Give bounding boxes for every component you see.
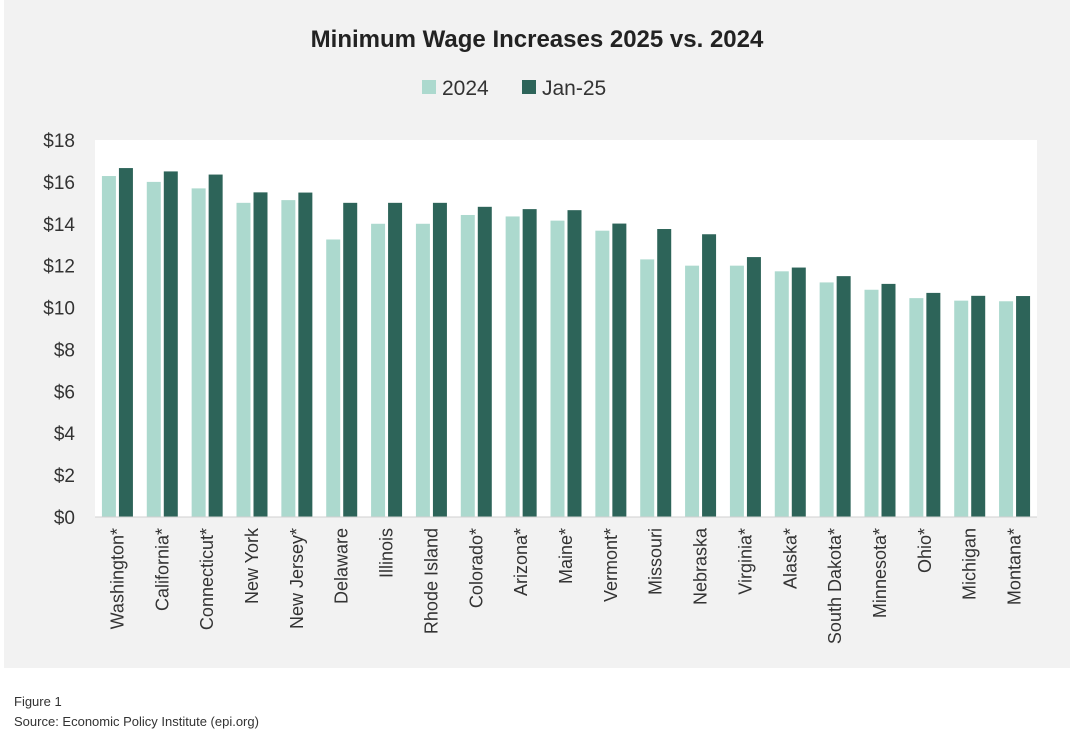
legend-label-1: Jan-25 — [542, 77, 606, 100]
legend-swatch-0 — [422, 80, 436, 94]
y-tick-label: $8 — [54, 340, 75, 361]
bar-jan25 — [208, 174, 223, 517]
bar-2024 — [281, 200, 296, 518]
plot-area — [95, 140, 1037, 517]
bar-2024 — [819, 282, 834, 517]
bar-2024 — [729, 265, 744, 517]
bar-jan25 — [163, 171, 178, 517]
x-tick-label: Michigan — [960, 528, 980, 600]
bar-jan25 — [1016, 296, 1031, 517]
bar-2024 — [640, 259, 655, 517]
bar-jan25 — [702, 234, 717, 517]
bar-jan25 — [522, 209, 537, 517]
bar-jan25 — [118, 168, 133, 517]
x-tick-label: Alaska* — [780, 528, 800, 589]
bar-jan25 — [253, 192, 268, 517]
bar-2024 — [595, 230, 610, 517]
bar-jan25 — [971, 295, 986, 517]
bar-2024 — [774, 271, 789, 517]
bar-jan25 — [477, 206, 492, 517]
x-tick-label: Washington* — [107, 528, 127, 629]
bar-2024 — [371, 223, 386, 517]
bar-2024 — [864, 289, 879, 517]
legend-label-0: 2024 — [442, 77, 489, 100]
x-tick-label: Connecticut* — [197, 528, 217, 630]
bars — [101, 168, 1031, 518]
bar-jan25 — [432, 202, 447, 518]
y-tick-label: $0 — [54, 508, 75, 529]
x-tick-label: Virginia* — [735, 528, 755, 595]
bar-2024 — [460, 214, 475, 517]
x-tick-label: California* — [152, 528, 172, 611]
bar-jan25 — [298, 192, 313, 517]
bar-2024 — [909, 298, 924, 517]
y-tick-label: $16 — [43, 173, 75, 194]
bar-2024 — [999, 301, 1014, 517]
x-tick-label: Maine* — [556, 528, 576, 584]
bar-jan25 — [836, 276, 851, 517]
x-tick-label: Montana* — [1005, 528, 1025, 605]
y-axis: $0 $2 $4 $6 $8 $10 $12 $14 $16 $18 — [43, 131, 75, 529]
bar-jan25 — [881, 283, 896, 517]
y-tick-label: $10 — [43, 299, 75, 320]
legend-swatch-1 — [522, 80, 536, 94]
bar-jan25 — [343, 202, 358, 518]
y-tick-label: $4 — [54, 424, 76, 445]
figure-label: Figure 1 — [14, 694, 62, 709]
x-tick-label: Minnesota* — [870, 528, 890, 618]
x-axis: Washington* California* Connecticut* New Yo… — [107, 527, 1024, 644]
x-tick-label: Arizona* — [511, 528, 531, 596]
x-tick-label: Ohio* — [915, 528, 935, 573]
bar-2024 — [236, 202, 251, 518]
y-tick-label: $2 — [54, 466, 75, 487]
bar-2024 — [505, 216, 520, 518]
bar-2024 — [685, 265, 700, 517]
x-tick-label: Nebraska — [691, 527, 711, 605]
bar-2024 — [191, 188, 206, 518]
bar-2024 — [415, 223, 430, 517]
bar-jan25 — [791, 267, 806, 517]
bar-2024 — [101, 176, 116, 517]
y-tick-label: $18 — [43, 131, 75, 152]
x-tick-label: Rhode Island — [421, 528, 441, 634]
x-tick-label: New Jersey* — [287, 528, 307, 629]
y-tick-label: $6 — [54, 382, 75, 403]
bar-2024 — [326, 239, 341, 517]
x-tick-label: Delaware — [332, 528, 352, 604]
bar-2024 — [146, 181, 161, 517]
bar-jan25 — [657, 229, 672, 517]
x-tick-label: South Dakota* — [825, 528, 845, 644]
x-tick-label: Colorado* — [466, 528, 486, 608]
x-tick-label: Missouri — [646, 528, 666, 595]
legend: 2024 Jan-25 — [422, 77, 606, 100]
y-tick-label: $14 — [43, 215, 75, 236]
bar-jan25 — [567, 210, 582, 518]
bar-jan25 — [612, 223, 627, 517]
source-note: Source: Economic Policy Institute (epi.o… — [14, 714, 259, 729]
bar-2024 — [550, 220, 565, 517]
x-tick-label: New York — [242, 527, 262, 604]
bar-jan25 — [926, 292, 941, 517]
bar-jan25 — [388, 202, 403, 518]
bar-2024 — [954, 300, 969, 517]
x-tick-label: Illinois — [377, 528, 397, 578]
x-tick-label: Vermont* — [601, 528, 621, 602]
y-tick-label: $12 — [43, 257, 75, 278]
chart-title: Minimum Wage Increases 2025 vs. 2024 — [311, 26, 764, 53]
bar-jan25 — [746, 257, 761, 517]
